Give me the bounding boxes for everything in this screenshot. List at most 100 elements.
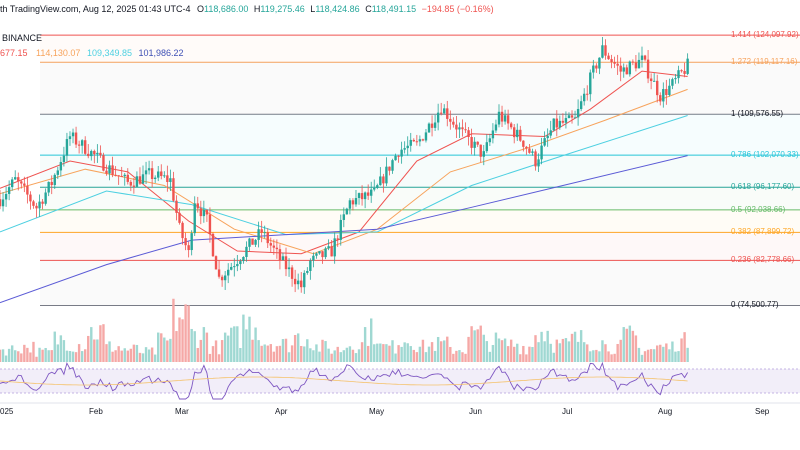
candle-body [239,261,242,265]
candle-body [62,155,66,163]
volume-bar [497,338,501,362]
candle-body [50,181,53,186]
header-line2: BINANCE [2,33,42,44]
candle-body [205,209,209,215]
volume-bar [114,350,117,362]
volume-bar [665,343,668,362]
candle-body [187,245,190,251]
volume-bar [17,351,20,362]
candle-body [236,264,239,267]
volume-bar [245,329,248,362]
candle-body [382,176,385,184]
volume-bar [427,346,431,362]
candle-body [573,117,577,119]
ohlc-high: 119,275.46 [260,4,305,14]
candle-body [522,140,525,147]
volume-bar [345,347,349,362]
candle-body [668,85,671,96]
candle-body [166,175,169,182]
volume-bar [147,349,151,362]
volume-bar [74,352,78,362]
candle-body [59,162,63,171]
volume-bar [233,326,236,362]
candle-body [56,170,60,175]
month-label: Aug [658,407,673,416]
candle-body [680,70,683,72]
volume-bar [41,349,44,362]
volume-bar [525,354,528,362]
volume-bar [223,332,227,362]
volume-bar [290,345,294,362]
month-label: Jun [469,407,482,416]
volume-bar [601,340,604,362]
candle-body [379,176,382,186]
volume-bar [44,347,47,362]
volume-bar [513,346,516,362]
volume-bar [622,327,625,362]
candle-body [306,270,309,273]
volume-bar [558,343,562,362]
candle-body [604,45,607,56]
volume-bar [342,350,346,362]
volume-bar [166,340,169,362]
volume-bar [409,346,412,362]
volume-bar [479,325,482,362]
volume-bar [193,331,196,362]
volume-bar [306,339,309,362]
volume-bar [357,349,361,362]
candle-body [1,199,5,207]
volume-bar [296,333,300,362]
volume-bar [397,345,400,362]
candle-body [467,130,470,137]
volume-bar [491,344,495,362]
volume-bar [257,340,260,362]
fib-zone [40,114,800,156]
candle-body [360,193,364,200]
volume-bar [607,351,610,362]
volume-bar [430,342,434,362]
candle-body [470,136,473,148]
volume-bar [321,339,324,362]
candle-body [169,178,172,182]
volume-bar [549,343,552,362]
candle-body [643,55,647,60]
volume-bar [239,348,242,362]
candle-body [80,140,84,146]
candle-body [686,58,689,74]
volume-bar [363,327,367,362]
candle-body [193,203,196,234]
candle-body [640,55,644,60]
candle-body [339,219,342,240]
candle-body [281,256,285,261]
volume-bar [141,353,145,362]
fib-label-0.5: 0.5 (92,038.66) [731,204,786,214]
volume-bar [376,343,379,362]
candle-body [683,70,686,74]
exchange-label: BINANCE [2,33,43,43]
candle-body [656,80,659,96]
candle-body [245,246,248,257]
volume-bar [443,340,446,362]
volume-bar [242,314,245,362]
candle-body [114,174,117,176]
volume-bar [157,332,160,362]
candle-body [53,174,56,186]
candle-body [397,155,400,157]
candle-body [190,233,193,251]
candle-body [534,151,537,167]
candle-body [90,150,93,157]
volume-bar [570,333,574,362]
candle-body [430,123,434,128]
candle-body [138,176,142,184]
candle-body [662,89,665,102]
volume-bar [628,325,632,362]
candle-body [96,152,99,155]
volume-bar [659,344,662,362]
volume-bar [485,341,489,362]
month-label: Sep [755,407,770,416]
volume-bar [464,353,467,362]
volume-bar [522,345,525,362]
volume-bar [351,349,355,362]
